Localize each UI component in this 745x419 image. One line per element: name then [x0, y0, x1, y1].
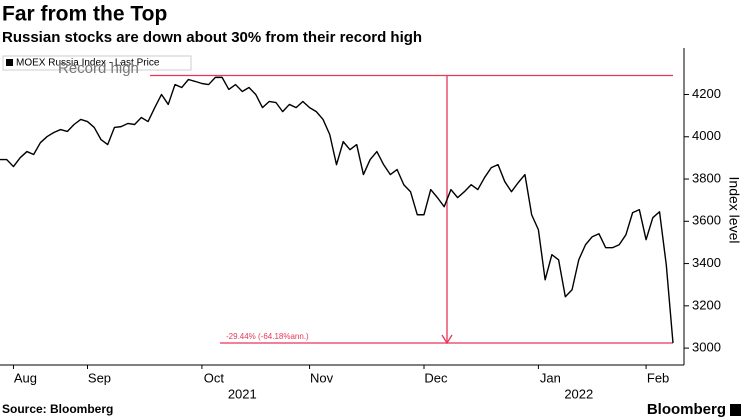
x-tick-label: Dec: [424, 370, 448, 385]
y-tick-label: 3800: [692, 170, 721, 185]
y-tick-label: 3200: [692, 297, 721, 312]
brand: Bloomberg: [647, 401, 726, 418]
change-label: -29.44% (-64.18%ann.): [226, 332, 309, 341]
y-tick-label: 3600: [692, 213, 721, 228]
legend-swatch: [6, 59, 13, 66]
x-year-label: 2022: [564, 386, 593, 401]
x-tick-label: Jan: [540, 370, 561, 385]
x-tick-label: Feb: [647, 370, 669, 385]
legend-box: [2, 55, 192, 71]
y-axis-label: Index level: [726, 177, 742, 244]
source: Source: Bloomberg: [2, 402, 113, 416]
x-year-label: 2021: [228, 386, 257, 401]
annotation: Record high: [58, 60, 139, 77]
series-line: [0, 76, 674, 344]
y-tick-label: 4200: [692, 86, 721, 101]
arrow-head: [441, 334, 453, 345]
x-tick-label: Sep: [88, 370, 111, 385]
brand-icon: [730, 404, 741, 416]
y-tick-label: 3400: [692, 255, 721, 270]
y-tick-label: 4000: [692, 128, 721, 143]
legend-label: MOEX Russia Index - Last Price: [16, 58, 160, 69]
chart-subtitle: Russian stocks are down about 30% from t…: [2, 29, 422, 46]
x-tick-label: Nov: [310, 370, 334, 385]
x-tick-label: Aug: [14, 370, 37, 385]
x-tick-label: Oct: [204, 370, 225, 385]
y-tick-label: 3000: [692, 340, 721, 355]
chart-title: Far from the Top: [2, 3, 167, 26]
